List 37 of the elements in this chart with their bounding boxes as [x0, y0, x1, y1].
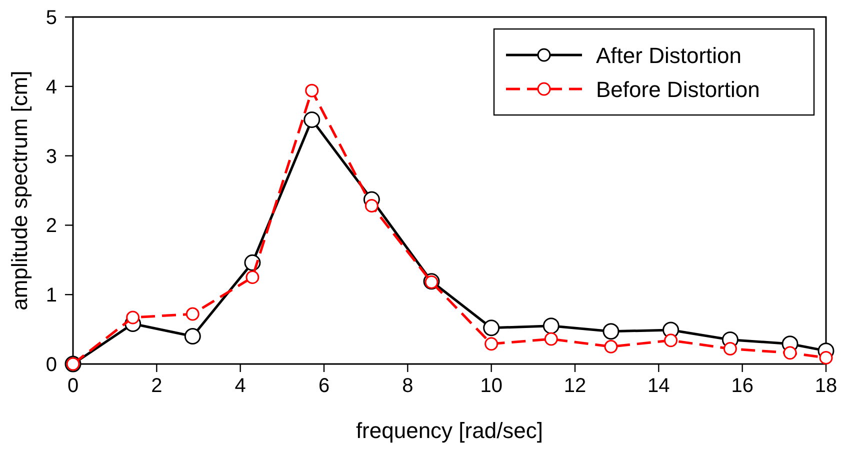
point [544, 332, 558, 346]
point [184, 328, 201, 344]
point [483, 320, 500, 336]
point [783, 346, 797, 360]
y-tick-label: 0 [46, 354, 57, 376]
x-tick-label: 0 [67, 375, 79, 397]
x-tick-label: 6 [318, 375, 330, 397]
y-tick-label: 4 [46, 76, 57, 98]
x-axis-title: frequency [rad/sec] [356, 418, 544, 443]
point [246, 270, 260, 284]
point [304, 111, 320, 128]
y-tick-label: 1 [46, 284, 57, 307]
point [723, 342, 737, 356]
x-tick-label: 8 [402, 375, 414, 397]
point [542, 318, 560, 334]
point [484, 337, 498, 351]
x-tick-label: 16 [731, 375, 754, 397]
x-tick-label: 4 [234, 375, 246, 397]
x-tick-label: 12 [564, 375, 586, 397]
point [364, 199, 378, 213]
point [602, 323, 620, 340]
y-tick-label: 3 [46, 146, 57, 168]
x-tick-label: 10 [480, 375, 502, 397]
legend-label: After Distortion [596, 43, 742, 68]
point [305, 84, 319, 98]
y-tick-label: 5 [46, 7, 57, 29]
y-axis-title: amplitude spectrum [cm] [7, 70, 32, 310]
point [126, 310, 140, 324]
point [186, 307, 200, 321]
point [819, 351, 833, 365]
x-tick-label: 14 [648, 375, 670, 397]
x-tick-label: 18 [814, 375, 838, 397]
point [604, 340, 618, 354]
y-tick-label: 2 [46, 215, 57, 238]
x-tick-label: 2 [151, 375, 162, 397]
point [664, 334, 678, 348]
legend-label: Before Distortion [596, 77, 760, 102]
